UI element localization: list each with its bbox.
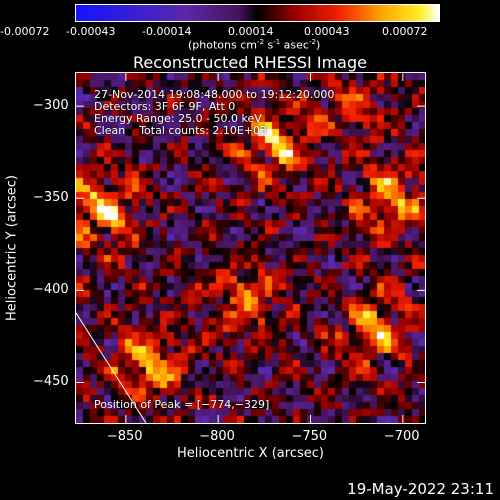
heatmap-image	[76, 73, 425, 423]
clean-counts-text: Clean Total counts: 2.10E+03	[94, 124, 268, 137]
colorbar-tick-label: -0.00014	[142, 25, 192, 38]
heatmap-plot-area: 27-Nov-2014 19:08:48.000 to 19:12:20.000…	[75, 72, 426, 424]
detectors-text: Detectors: 3F 6F 9F, Att 0	[94, 100, 236, 113]
x-ticks	[125, 73, 404, 423]
x-axis-label: Heliocentric X (arcsec)	[177, 446, 324, 461]
y-tick-label: −450	[33, 374, 69, 390]
energy-range-text: Energy Range: 25.0 - 50.0 keV	[94, 112, 262, 125]
time-range-text: 27-Nov-2014 19:08:48.000 to 19:12:20.000	[94, 88, 335, 101]
y-ticks	[76, 105, 425, 383]
x-tick-label: −700	[383, 429, 420, 444]
chart-title: Reconstructed RHESSI Image	[133, 53, 367, 72]
limb-line	[76, 312, 147, 423]
plot-overlay	[76, 73, 425, 423]
colorbar-tick-label: 0.00014	[228, 25, 274, 38]
y-tick-label: −300	[33, 98, 69, 114]
colorbar-tick-label: 0.00072	[382, 25, 428, 38]
colorbar-tick-label: -0.00043	[66, 25, 116, 38]
x-tick-label: −850	[106, 429, 143, 444]
x-tick-label: −750	[291, 429, 328, 444]
peak-position-text: Position of Peak = [−774,−329]	[94, 398, 270, 411]
colorbar	[75, 4, 440, 22]
y-tick-label: −350	[33, 190, 69, 206]
colorbar-tick-label: 0.00043	[304, 25, 350, 38]
generation-timestamp: 19-May-2022 23:11	[347, 480, 494, 498]
y-tick-label: −400	[33, 282, 69, 298]
colorbar-units: (photons cm-2 s-1 asec-2)	[188, 38, 321, 52]
colorbar-tick-label: -0.00072	[0, 25, 50, 38]
x-tick-label: −800	[199, 429, 235, 444]
y-axis-label: Heliocentric Y (arcsec)	[4, 175, 20, 321]
